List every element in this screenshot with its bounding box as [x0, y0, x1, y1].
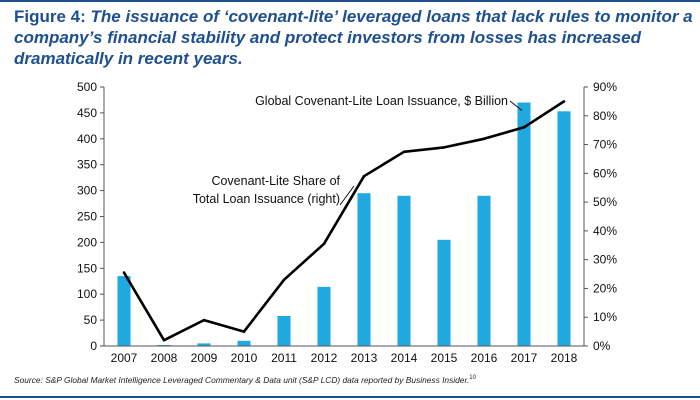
x-tick-label: 2012 [311, 351, 338, 365]
left-tick-label: 500 [77, 80, 97, 94]
line-series-label-1: Covenant-Lite Share of [211, 174, 340, 188]
share-point-2018 [562, 100, 566, 103]
x-tick-label: 2018 [551, 351, 578, 365]
bar-label-leader [509, 100, 523, 111]
x-tick-label: 2011 [271, 351, 297, 365]
bar-2018 [557, 111, 571, 346]
right-tick-label: 30% [593, 253, 617, 267]
left-tick-label: 250 [77, 210, 97, 224]
annotations: Global Covenant-Lite Loan Issuance, $ Bi… [193, 94, 523, 206]
x-tick-label: 2009 [191, 351, 218, 365]
share-point-2013 [362, 174, 366, 178]
line-series [122, 100, 566, 342]
x-tick-label: 2016 [471, 351, 498, 365]
x-tick-label: 2007 [111, 351, 138, 365]
share-line [122, 100, 565, 342]
share-point-2016 [482, 137, 486, 141]
right-axis-ticks: 0% 10% 20% 30% 40% 50% 60% 70% 80% 90% [584, 80, 617, 353]
bar-2017 [517, 102, 531, 346]
right-tick-label: 70% [593, 138, 617, 152]
left-tick-label: 400 [77, 132, 97, 146]
line-series-label-2: Total Loan Issuance (right) [193, 192, 340, 206]
share-point-2007 [122, 271, 126, 274]
top-rule [0, 0, 700, 2]
right-tick-label: 40% [593, 224, 617, 238]
bottom-rule [0, 396, 700, 398]
x-axis-ticks: 2007 2008 2009 2010 2011 2012 2013 2014 2015 2016… [111, 351, 578, 365]
line-label-leader [339, 185, 355, 206]
left-tick-label: 50 [84, 313, 98, 327]
figure-label: Figure 4: [14, 7, 86, 26]
left-tick-label: 0 [90, 339, 97, 353]
axes [103, 87, 585, 347]
share-point-2008 [162, 338, 166, 342]
share-point-2009 [202, 318, 206, 322]
x-tick-label: 2013 [351, 351, 378, 365]
bar-2011 [277, 316, 291, 346]
right-tick-label: 50% [593, 195, 617, 209]
x-tick-label: 2008 [151, 351, 178, 365]
right-tick-label: 80% [593, 109, 617, 123]
bar-2014 [397, 195, 411, 346]
bar-series-label: Global Covenant-Lite Loan Issuance, $ Bi… [255, 94, 508, 108]
source-text: Source: S&P Global Market Intelligence L… [14, 375, 470, 385]
share-point-2011 [282, 278, 286, 282]
left-axis-ticks: 0 50 100 150 200 250 300 350 400 450 500 [77, 80, 104, 353]
right-tick-label: 60% [593, 166, 617, 180]
figure-title: Figure 4: The issuance of ‘covenant-lite… [14, 6, 694, 69]
share-point-2012 [322, 242, 326, 246]
left-tick-label: 450 [77, 106, 97, 120]
bar-2015 [437, 239, 451, 346]
bar-2010 [237, 340, 251, 346]
x-tick-label: 2010 [231, 351, 258, 365]
left-tick-label: 300 [77, 184, 97, 198]
share-point-2017 [522, 126, 526, 129]
figure-title-text: The issuance of ‘covenant-lite’ leverage… [14, 7, 693, 68]
left-tick-label: 350 [77, 158, 97, 172]
right-tick-label: 90% [593, 80, 617, 94]
bar-series [117, 102, 571, 346]
right-tick-label: 20% [593, 281, 617, 295]
x-tick-label: 2014 [391, 351, 418, 365]
share-point-2014 [402, 150, 406, 154]
right-tick-label: 10% [593, 310, 617, 324]
bar-2007 [117, 276, 131, 346]
right-tick-label: 0% [593, 339, 611, 353]
x-tick-label: 2015 [431, 351, 458, 365]
bar-2009 [197, 343, 211, 346]
source-note: Source: S&P Global Market Intelligence L… [14, 375, 694, 385]
bar-2013 [357, 193, 371, 346]
share-point-2010 [242, 330, 246, 333]
source-footnote-number: 10 [469, 375, 476, 382]
bar-2016 [477, 195, 491, 346]
left-tick-label: 100 [77, 287, 97, 301]
x-tick-label: 2017 [511, 351, 538, 365]
share-point-2015 [442, 146, 446, 149]
left-tick-label: 200 [77, 235, 97, 249]
bar-2012 [317, 286, 331, 346]
left-tick-label: 150 [77, 261, 97, 275]
